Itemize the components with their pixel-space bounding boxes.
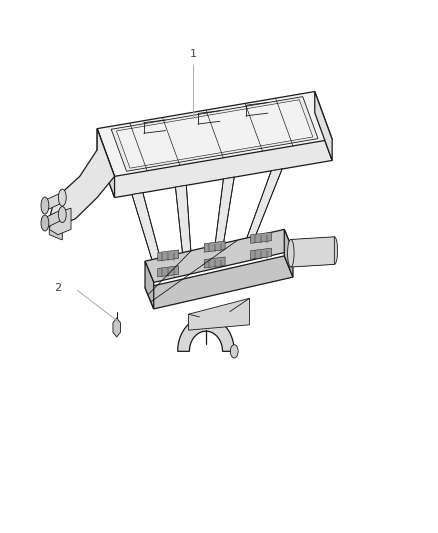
Polygon shape: [178, 317, 234, 351]
Polygon shape: [291, 237, 334, 267]
Text: 1: 1: [189, 50, 196, 59]
Polygon shape: [204, 241, 225, 252]
Polygon shape: [45, 192, 62, 211]
Polygon shape: [97, 92, 332, 176]
Polygon shape: [315, 92, 332, 160]
Polygon shape: [245, 169, 282, 242]
Polygon shape: [158, 266, 179, 277]
Ellipse shape: [58, 207, 66, 222]
Ellipse shape: [288, 239, 294, 267]
Polygon shape: [49, 208, 71, 235]
Polygon shape: [251, 232, 272, 244]
Ellipse shape: [41, 197, 49, 214]
Polygon shape: [97, 113, 332, 198]
Polygon shape: [145, 229, 293, 282]
Polygon shape: [176, 185, 191, 254]
Polygon shape: [49, 219, 62, 240]
Polygon shape: [284, 229, 293, 277]
Polygon shape: [145, 261, 154, 309]
Polygon shape: [145, 256, 293, 309]
Polygon shape: [158, 250, 179, 261]
Polygon shape: [204, 257, 225, 268]
Polygon shape: [188, 298, 250, 330]
Text: 2: 2: [54, 282, 61, 293]
Ellipse shape: [41, 215, 49, 231]
Polygon shape: [215, 177, 234, 248]
Polygon shape: [97, 128, 115, 198]
Ellipse shape: [58, 189, 66, 206]
Polygon shape: [45, 209, 62, 228]
Polygon shape: [49, 128, 115, 224]
Polygon shape: [113, 318, 120, 337]
Polygon shape: [251, 248, 272, 259]
Polygon shape: [117, 100, 313, 168]
Polygon shape: [132, 193, 160, 260]
Ellipse shape: [331, 237, 338, 264]
Ellipse shape: [230, 345, 238, 358]
Polygon shape: [111, 96, 318, 171]
